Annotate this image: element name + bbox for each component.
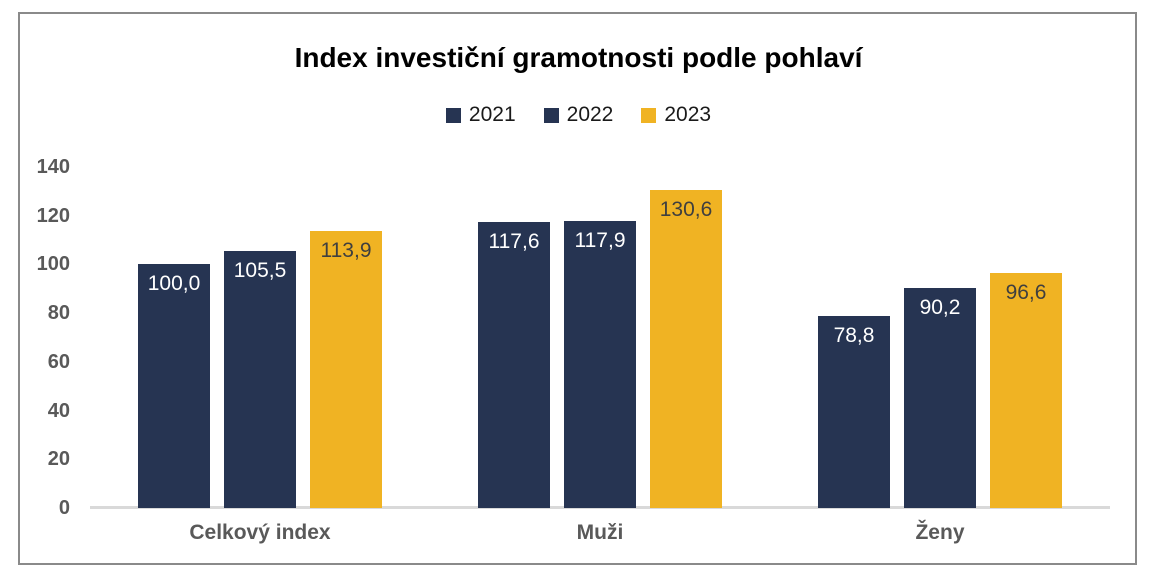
y-tick-label: 60 — [47, 350, 70, 373]
bar-2023-2: 130,6 — [650, 190, 722, 508]
y-tick-label: 120 — [36, 204, 70, 227]
bar-2023-3: 96,6 — [990, 273, 1062, 508]
bar-value-label: 113,9 — [320, 239, 372, 262]
y-tick-label: 140 — [36, 156, 70, 178]
bar-2021-1: 100,0 — [138, 264, 210, 508]
legend-item-2023: 2023 — [641, 103, 711, 127]
plot-area: 100,0 105,5 113,9 117,6 117,9 130,6 78,8 90,2 96… — [90, 167, 1110, 508]
bar-2022-3: 90,2 — [904, 288, 976, 508]
chart-title: Index investiční gramotnosti podle pohla… — [294, 42, 863, 73]
legend-item-2022: 2022 — [543, 103, 614, 127]
y-tick-label: 100 — [36, 253, 70, 276]
legend: 2021 2022 2023 — [0, 103, 1157, 127]
y-tick-label: 20 — [47, 448, 70, 471]
y-tick-label: 80 — [47, 302, 70, 325]
category-label-2: Muži — [576, 521, 624, 544]
bar-value-label: 130,6 — [659, 198, 713, 221]
legend-label: 2022 — [566, 103, 614, 126]
bar-group-2: 117,6 117,9 130,6 — [430, 167, 770, 508]
bar-value-label: 90,2 — [919, 296, 961, 319]
bar-group-1: 100,0 105,5 113,9 — [90, 167, 430, 508]
legend-label: 2021 — [468, 103, 516, 126]
legend-swatch-icon — [445, 107, 461, 123]
bar-2022-2: 117,9 — [564, 221, 636, 508]
bar-group-3: 78,8 90,2 96,6 — [770, 167, 1110, 508]
legend-label: 2023 — [664, 103, 712, 126]
y-tick-label: 0 — [58, 497, 70, 519]
legend-swatch-icon — [641, 107, 657, 123]
bar-value-label: 78,8 — [833, 324, 875, 347]
category-label-3: Ženy — [915, 521, 965, 544]
y-axis: 0 20 40 60 80 100 120 140 — [20, 0, 70, 582]
legend-item-2021: 2021 — [445, 103, 516, 127]
bar-2023-1: 113,9 — [310, 231, 382, 508]
bar-value-label: 96,6 — [1005, 281, 1047, 304]
legend-swatch-icon — [543, 107, 559, 123]
x-axis: Celkový index Muži Ženy — [90, 521, 1110, 545]
bar-value-label: 100,0 — [147, 272, 201, 295]
bar-value-label: 117,6 — [488, 230, 540, 253]
bar-value-label: 105,5 — [233, 259, 287, 282]
bar-2021-2: 117,6 — [478, 222, 550, 508]
y-tick-label: 40 — [47, 399, 70, 422]
category-label-1: Celkový index — [189, 521, 331, 544]
bar-2022-1: 105,5 — [224, 251, 296, 508]
bar-value-label: 117,9 — [574, 229, 626, 252]
bar-2021-3: 78,8 — [818, 316, 890, 508]
